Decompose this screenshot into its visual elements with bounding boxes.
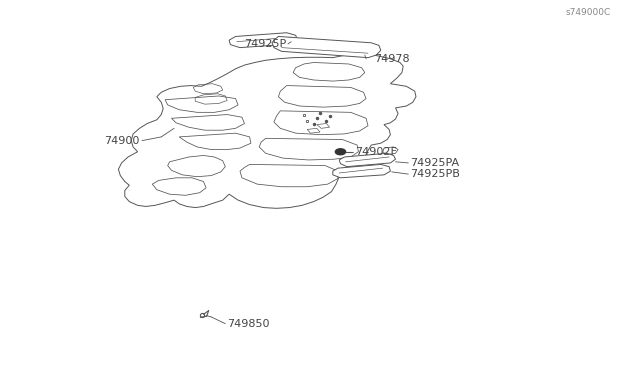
Polygon shape xyxy=(339,153,396,167)
Polygon shape xyxy=(272,36,381,58)
Polygon shape xyxy=(229,33,298,48)
Circle shape xyxy=(335,149,346,155)
Text: 74925PB: 74925PB xyxy=(410,169,460,179)
Polygon shape xyxy=(333,164,390,178)
Text: 74978: 74978 xyxy=(374,54,410,64)
Text: 74902F: 74902F xyxy=(355,147,397,157)
Polygon shape xyxy=(118,54,416,208)
Text: 74925PA: 74925PA xyxy=(410,158,459,168)
Text: 74925P: 74925P xyxy=(244,39,287,49)
Text: s749000C: s749000C xyxy=(566,8,611,17)
Text: 74900: 74900 xyxy=(104,136,140,145)
Text: 749850: 749850 xyxy=(227,319,269,328)
